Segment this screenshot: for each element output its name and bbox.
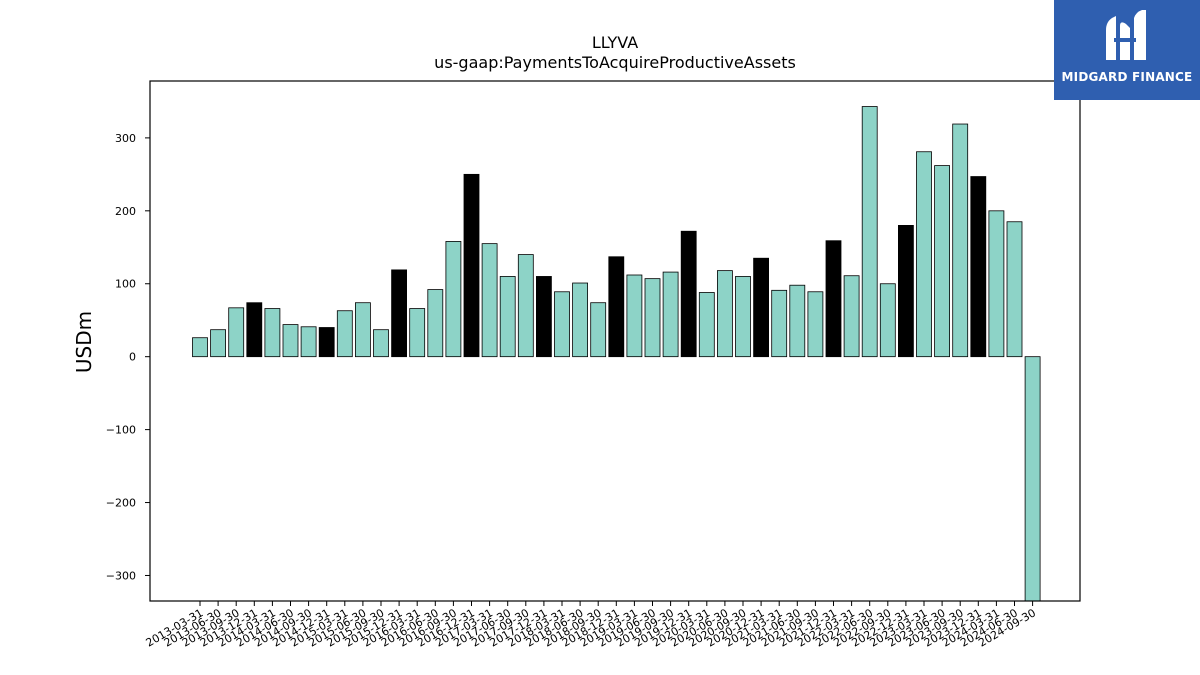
chart-title: LLYVA (592, 33, 638, 52)
y-axis-label: USDm (72, 311, 96, 373)
y-tick-label: −100 (106, 424, 136, 437)
bar-2019-06-30 (644, 278, 661, 358)
bar-2014-09-30 (300, 326, 317, 358)
bar-2015-06-30 (354, 302, 371, 358)
bar-2015-12-31 (391, 269, 408, 358)
y-tick-label: −300 (106, 569, 136, 582)
bar-2018-06-30 (572, 282, 588, 358)
y-tick-label: 0 (129, 351, 136, 364)
chart-subtitle: us-gaap:PaymentsToAcquireProductiveAsset… (434, 53, 796, 72)
bar-2023-09-30 (952, 123, 969, 358)
bar-2016-06-30 (427, 289, 444, 358)
bar-2013-06-30 (210, 329, 227, 358)
x-axis-ticks: 2013-03-312013-06-302013-09-302013-12-31… (144, 601, 1038, 650)
y-tick-label: 200 (115, 205, 136, 218)
bar-2017-03-31 (481, 243, 498, 358)
bar-2024-06-30 (1006, 221, 1023, 358)
bar-2023-03-31 (916, 151, 932, 358)
bar-2022-12-31 (898, 225, 914, 358)
plot-frame (149, 80, 1081, 602)
bar-2013-03-31 (192, 337, 208, 358)
bar-2020-03-31 (698, 292, 715, 358)
midgard-logo-icon (1106, 10, 1146, 60)
bar-2024-03-31 (988, 210, 1005, 358)
bar-2016-12-31 (463, 173, 480, 358)
bar-2014-03-31 (264, 308, 281, 358)
y-tick-label: 100 (115, 278, 136, 291)
bar-2018-09-30 (590, 302, 607, 358)
bar-2020-09-30 (735, 276, 751, 358)
logo-text: MIDGARD FINANCE (1061, 70, 1193, 84)
bar-2017-09-30 (517, 254, 534, 358)
bar-2022-09-30 (879, 283, 896, 358)
bar-2020-12-31 (753, 257, 769, 358)
bars-group (192, 106, 1041, 602)
bar-2016-03-31 (409, 308, 426, 358)
bar-2014-06-30 (282, 324, 299, 358)
bar-2020-06-30 (717, 270, 733, 358)
bar-2019-09-30 (662, 271, 679, 358)
bar-2021-03-31 (771, 289, 788, 358)
bar-2015-09-30 (373, 329, 389, 358)
bar-2019-03-31 (626, 274, 643, 358)
bar-2013-12-31 (246, 302, 263, 358)
bar-2013-09-30 (228, 307, 245, 358)
bar-2019-12-31 (680, 230, 697, 358)
bar-2022-06-30 (861, 106, 878, 358)
bar-2023-12-31 (970, 176, 987, 358)
y-axis-ticks: −300 −200 −100 0 100 200 300 (106, 132, 150, 582)
midgard-finance-logo: MIDGARD FINANCE (1054, 0, 1200, 100)
bar-2022-03-31 (843, 275, 860, 358)
bar-2015-03-31 (336, 310, 353, 358)
bar-2014-12-31 (318, 327, 335, 358)
y-tick-label: −200 (106, 497, 136, 510)
bar-2016-09-30 (445, 241, 462, 358)
bar-2017-12-31 (536, 276, 552, 358)
bar-2024-09-30 (1024, 356, 1041, 602)
bar-2021-09-30 (807, 291, 824, 358)
bar-2018-12-31 (608, 256, 625, 358)
bar-2018-03-31 (554, 291, 570, 358)
y-tick-label: 300 (115, 132, 136, 145)
bar-2023-06-30 (934, 165, 950, 358)
bar-2021-06-30 (789, 284, 806, 358)
bar-2017-06-30 (499, 276, 516, 358)
bar-2021-12-31 (825, 240, 842, 358)
